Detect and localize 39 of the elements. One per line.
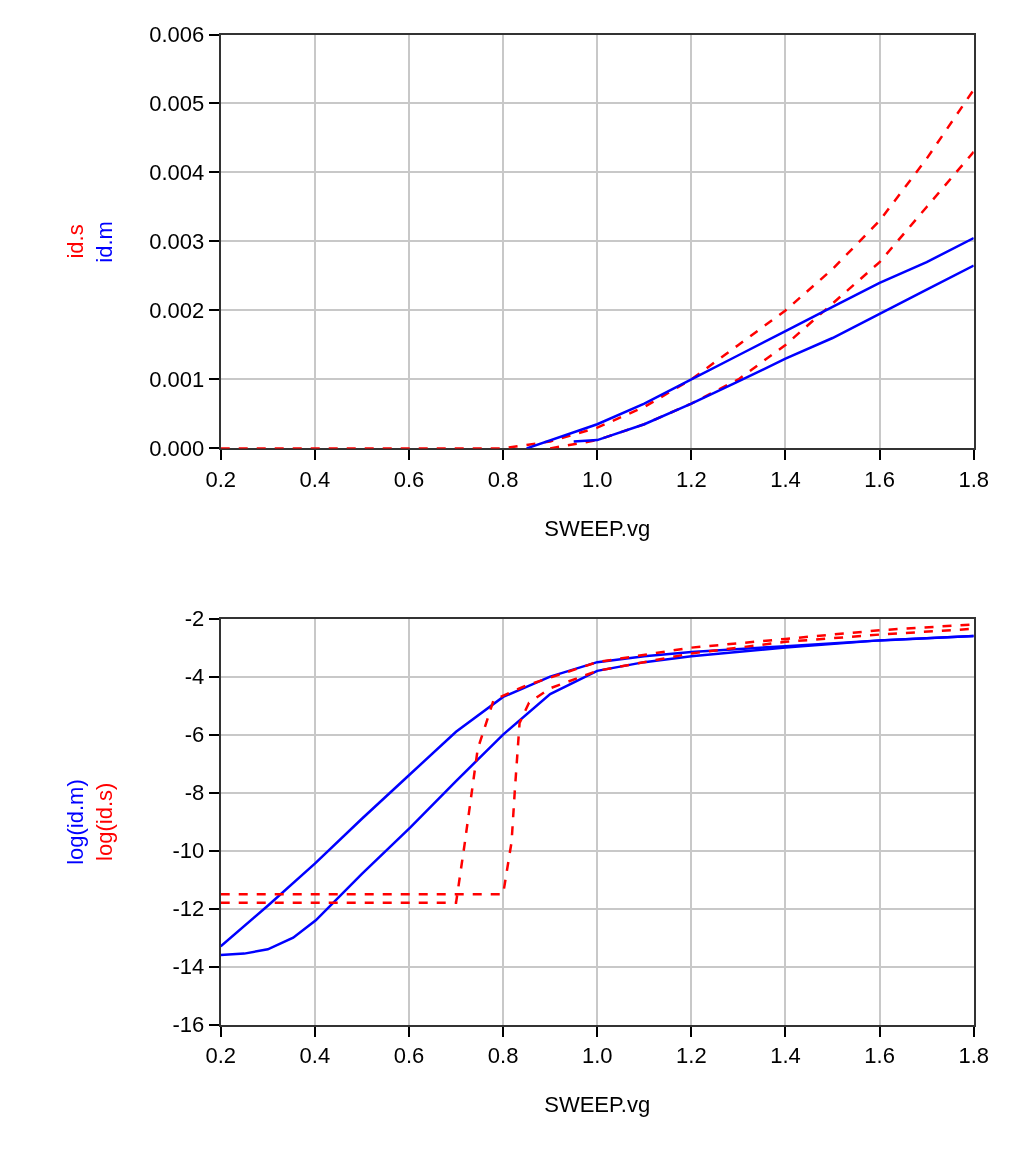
- text: log(id.m): [62, 779, 88, 865]
- y-tick-label: 0.005: [149, 91, 205, 117]
- text: log(id.s): [91, 782, 117, 861]
- text: id.s: [62, 224, 88, 259]
- x-tick-label: 1.8: [958, 466, 990, 492]
- x-tick-label: 0.2: [205, 466, 237, 492]
- y-tick-label: -2: [184, 606, 205, 632]
- x-tick-label: 1.8: [958, 1043, 990, 1069]
- x-tick-label: 1.4: [770, 466, 801, 492]
- x-tick-label: 1.4: [770, 1043, 801, 1069]
- y-tick-label: 0.003: [149, 229, 205, 255]
- y-tick-label: -6: [184, 722, 205, 748]
- y-tick-label: -12: [172, 896, 205, 922]
- y-tick-label: -8: [184, 780, 205, 806]
- x-tick-label: 0.8: [487, 1043, 519, 1069]
- x-tick-label: 1.0: [581, 466, 613, 492]
- x-tick-label: 0.6: [393, 466, 425, 492]
- y-tick-label: 0.001: [149, 367, 205, 393]
- x-axis-title: SWEEP.vg: [544, 516, 651, 542]
- y-tick-label: 0.000: [149, 436, 205, 462]
- x-axis-title: SWEEP.vg: [544, 1092, 651, 1118]
- x-tick-label: 1.0: [581, 1043, 613, 1069]
- x-tick-label: 1.2: [676, 1043, 707, 1069]
- y-tick-label: 0.006: [149, 22, 205, 48]
- x-tick-label: 0.6: [393, 1043, 425, 1069]
- text: id.m: [91, 221, 117, 263]
- y-tick-label: -14: [172, 954, 205, 980]
- y-tick-label: -16: [172, 1012, 205, 1038]
- y-tick-label: -10: [172, 838, 205, 864]
- x-tick-label: 0.4: [299, 1043, 331, 1069]
- x-tick-label: 0.4: [299, 466, 331, 492]
- y-tick-label: 0.004: [149, 160, 205, 186]
- y-tick-label: 0.002: [149, 298, 205, 324]
- x-tick-label: 1.6: [864, 466, 895, 492]
- x-tick-label: 0.2: [205, 1043, 237, 1069]
- y-tick-label: -4: [184, 664, 205, 690]
- x-tick-label: 1.2: [676, 466, 707, 492]
- x-tick-label: 0.8: [487, 466, 519, 492]
- x-tick-label: 1.6: [864, 1043, 895, 1069]
